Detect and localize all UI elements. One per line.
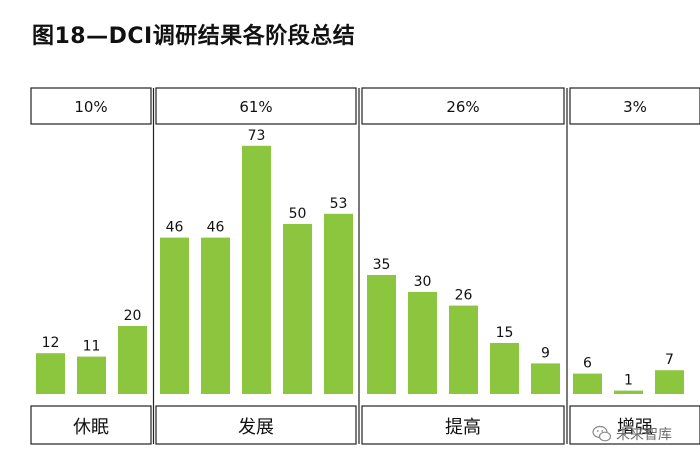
stage-name-box: [30, 405, 152, 445]
stage-share-label: 61%: [239, 98, 272, 116]
bar-value-label: 46: [166, 220, 184, 236]
stage-share-label: 26%: [446, 98, 479, 116]
bar-value-label: 53: [330, 196, 348, 212]
bar-value-label: 35: [373, 257, 391, 273]
bar: [531, 363, 560, 394]
watermark-text: 未来智库: [616, 427, 672, 443]
stage-name-label: 发展: [238, 417, 274, 438]
bar: [655, 370, 684, 394]
bar-value-label: 6: [583, 356, 592, 372]
stage-name-box: [361, 405, 565, 445]
stage-share-box: [155, 87, 357, 125]
bar: [201, 237, 230, 394]
bar: [449, 305, 478, 394]
bar: [242, 145, 271, 394]
bar: [118, 326, 147, 394]
bar-value-label: 11: [83, 339, 101, 355]
watermark: 未来智库: [592, 424, 672, 444]
stage-share-label: 3%: [623, 98, 647, 116]
bar: [367, 275, 396, 394]
bar: [160, 237, 189, 394]
stage-name-label: 休眠: [73, 417, 109, 438]
bar: [614, 390, 643, 394]
stage-share-box: [361, 87, 565, 125]
bar-value-label: 12: [42, 335, 60, 351]
bar-value-label: 50: [289, 206, 307, 222]
bar-value-label: 46: [207, 220, 225, 236]
bar-value-label: 30: [414, 274, 432, 290]
stage-share-label: 10%: [74, 98, 107, 116]
wechat-icon: [592, 425, 612, 442]
bar-value-label: 20: [124, 308, 142, 324]
bar: [408, 292, 437, 394]
stage-share-box: [569, 87, 700, 125]
chart-title: 图18—DCI调研结果各阶段总结: [32, 24, 356, 49]
bar-value-label: 1: [624, 373, 633, 389]
bar-value-label: 26: [455, 288, 473, 304]
bar: [77, 356, 106, 394]
bar: [573, 373, 602, 394]
stage-share-box: [30, 87, 152, 125]
bar: [36, 353, 65, 394]
bar-value-label: 7: [665, 352, 674, 368]
stage-name-label: 增强: [617, 417, 653, 438]
bar-value-label: 73: [248, 128, 266, 144]
bar-value-label: 15: [496, 325, 514, 341]
bar: [283, 224, 312, 394]
stage-name-box: [569, 405, 700, 445]
stage-name-label: 提高: [445, 417, 481, 438]
bar-value-label: 9: [541, 345, 550, 361]
bar: [324, 213, 353, 394]
bar: [490, 343, 519, 394]
stage-name-box: [155, 405, 357, 445]
